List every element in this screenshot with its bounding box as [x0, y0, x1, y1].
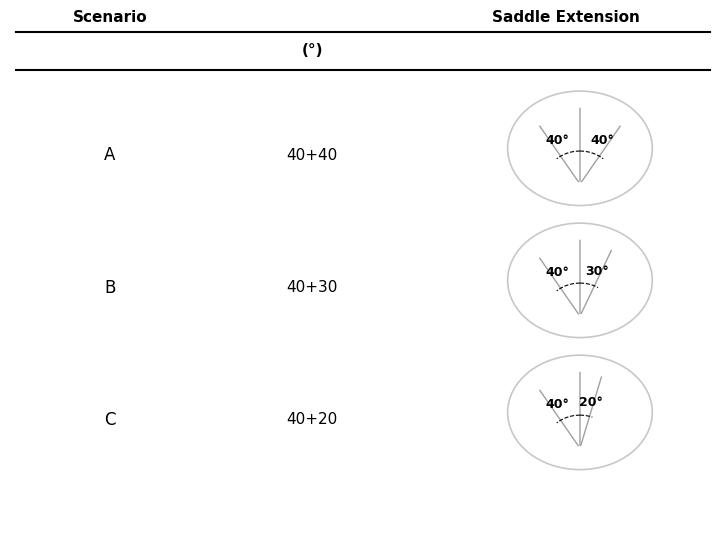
Text: 40+30: 40+30 — [287, 280, 338, 295]
Text: 40°: 40° — [546, 134, 570, 147]
Text: A: A — [105, 147, 115, 164]
Text: (°): (°) — [301, 43, 323, 59]
Text: B: B — [105, 279, 115, 296]
Text: Scenario: Scenario — [73, 11, 147, 25]
Text: 40°: 40° — [546, 266, 570, 279]
Text: 30°: 30° — [585, 265, 608, 278]
Text: 40+20: 40+20 — [287, 412, 338, 427]
Text: C: C — [104, 410, 115, 429]
Text: Saddle Extension: Saddle Extension — [492, 11, 640, 25]
Text: 20°: 20° — [579, 396, 603, 409]
Text: 40+40: 40+40 — [287, 148, 338, 163]
Text: 40°: 40° — [546, 398, 570, 411]
Text: 40°: 40° — [590, 134, 614, 147]
